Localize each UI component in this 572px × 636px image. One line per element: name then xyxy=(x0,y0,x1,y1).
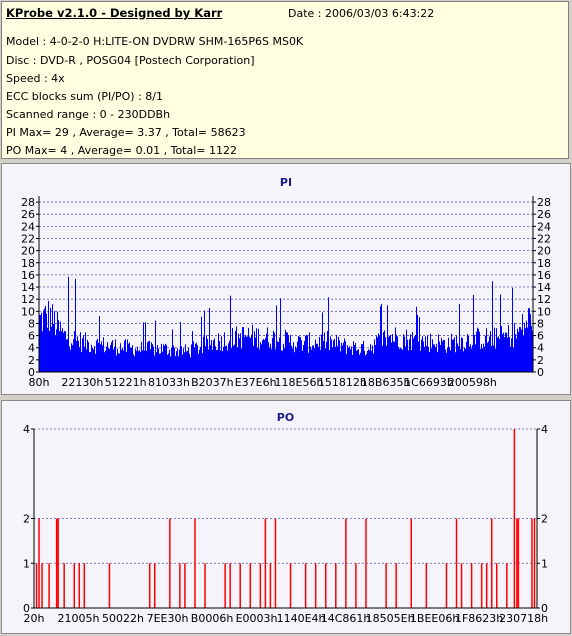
plot-area xyxy=(34,429,537,608)
x-tick-label: 14C861h xyxy=(321,612,371,625)
x-tick-label: 20h xyxy=(24,612,45,625)
info-line-po: PO Max= 4 , Average= 0.01 , Total= 1122 xyxy=(6,144,237,157)
y-tick-label: 0 xyxy=(28,366,35,379)
x-tick-label: B0006h xyxy=(191,612,234,625)
info-line-range: Scanned range : 0 - 230DDBh xyxy=(6,108,171,121)
y-tick-label-right: 10 xyxy=(537,305,551,318)
y-tick-label-right: 20 xyxy=(537,245,551,258)
po-chart: PO 0 0 1 1 2 2 4 4 20h 21005h 50022h 7EE30h B0006h E00… xyxy=(23,411,548,625)
y-tick-label-right: 4 xyxy=(541,423,548,436)
y-tick-label-right: 14 xyxy=(537,281,551,294)
x-tick-label: 1F8623h xyxy=(455,612,503,625)
y-tick-label: 1 xyxy=(23,557,30,570)
x-tick-label: B2037h xyxy=(191,376,234,389)
x-tick-label: 50022h xyxy=(102,612,144,625)
info-line-disc: Disc : DVD-R , POSG04 [Postech Corporati… xyxy=(6,54,255,67)
y-tick-label: 20 xyxy=(21,245,35,258)
y-tick-label-right: 0 xyxy=(537,366,544,379)
y-tick-label-right: 18 xyxy=(537,257,551,270)
y-tick-label-right: 12 xyxy=(537,293,551,306)
y-tick-label: 8 xyxy=(28,317,35,330)
x-tick-label: 80h xyxy=(29,376,50,389)
y-tick-label-right: 8 xyxy=(537,317,544,330)
x-tick-label: 1BEE06h xyxy=(410,612,459,625)
y-tick-label: 2 xyxy=(23,513,30,526)
pi-chart-panel: PI 0 0 2 2 4 4 6 6 8 8 10 10 12 12 14 14 16 16 18 18 20 20 22 22… xyxy=(1,163,571,395)
info-panel: KProbe v2.1.0 - Designed by Karr Date : … xyxy=(1,1,569,159)
y-tick-label-right: 24 xyxy=(537,220,551,233)
y-tick-label: 18 xyxy=(21,257,35,270)
x-tick-label: 200598h xyxy=(448,376,497,389)
x-tick-label: 1140E4h xyxy=(277,612,326,625)
x-tick-label: 81033h xyxy=(148,376,190,389)
x-tick-label: 18B635h xyxy=(361,376,411,389)
y-tick-label: 10 xyxy=(21,305,35,318)
y-tick-label: 24 xyxy=(21,220,35,233)
x-tick-label: E0003h xyxy=(236,612,278,625)
x-tick-label: 7EE30h xyxy=(147,612,189,625)
y-tick-label-right: 1 xyxy=(541,557,548,570)
x-tick-label: 51221h xyxy=(105,376,147,389)
y-tick-label: 4 xyxy=(28,342,35,355)
y-tick-label-right: 2 xyxy=(537,354,544,367)
y-tick-label: 26 xyxy=(21,208,35,221)
y-tick-label: 0 xyxy=(23,602,30,615)
app-title: KProbe v2.1.0 - Designed by Karr xyxy=(6,6,223,20)
x-tick-label: 1C6693h xyxy=(404,376,454,389)
info-line-speed: Speed : 4x xyxy=(6,72,65,85)
x-tick-label: 21005h xyxy=(58,612,100,625)
y-tick-label: 6 xyxy=(28,330,35,343)
x-tick-label: 230718h xyxy=(499,612,548,625)
chart-title: PO xyxy=(277,411,294,424)
y-tick-label: 4 xyxy=(23,423,30,436)
y-tick-label: 2 xyxy=(28,354,35,367)
x-tick-label: 118E56h xyxy=(275,376,324,389)
x-tick-label: E37E6h xyxy=(235,376,277,389)
y-tick-label: 16 xyxy=(21,269,35,282)
y-tick-label-right: 4 xyxy=(537,342,544,355)
info-line-pi: PI Max= 29 , Average= 3.37 , Total= 5862… xyxy=(6,126,246,139)
po-chart-panel: PO 0 0 1 1 2 2 4 4 20h 21005h 50022h 7EE30h B0006h E00… xyxy=(1,400,571,634)
y-tick-label-right: 16 xyxy=(537,269,551,282)
y-tick-label-right: 0 xyxy=(541,602,548,615)
y-tick-label-right: 22 xyxy=(537,232,551,245)
x-tick-label: 22130h xyxy=(61,376,103,389)
x-tick-label: 18505Eh xyxy=(366,612,415,625)
y-tick-label-right: 26 xyxy=(537,208,551,221)
y-tick-label: 28 xyxy=(21,196,35,209)
y-tick-label-right: 2 xyxy=(541,513,548,526)
x-tick-label: 151812h xyxy=(318,376,367,389)
y-tick-label: 12 xyxy=(21,293,35,306)
info-line-model: Model : 4-0-2-0 H:LITE-ON DVDRW SHM-165P… xyxy=(6,35,304,48)
y-tick-label: 14 xyxy=(21,281,35,294)
y-tick-label: 22 xyxy=(21,232,35,245)
y-tick-label-right: 6 xyxy=(537,330,544,343)
chart-title: PI xyxy=(280,176,292,189)
scan-date: Date : 2006/03/03 6:43:22 xyxy=(288,7,435,20)
info-line-ecc: ECC blocks sum (PI/PO) : 8/1 xyxy=(6,90,163,103)
y-tick-label-right: 28 xyxy=(537,196,551,209)
